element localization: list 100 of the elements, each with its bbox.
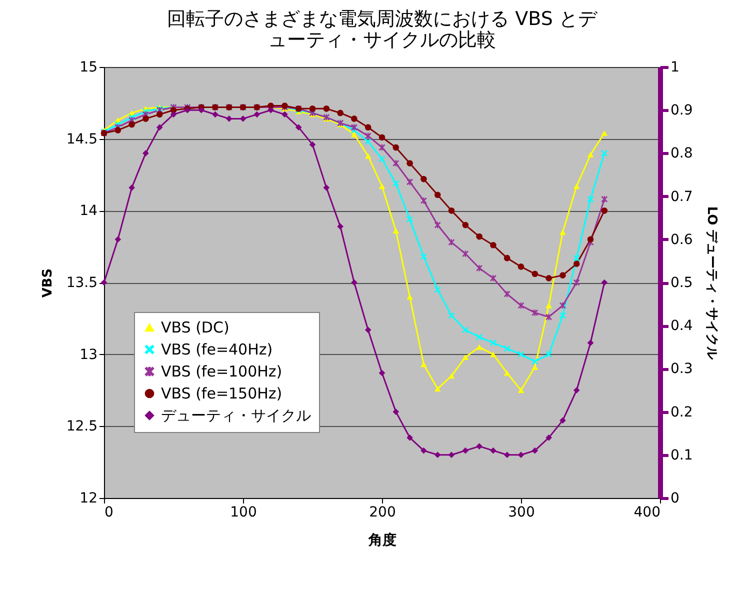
point	[476, 264, 482, 272]
point	[490, 447, 496, 454]
point	[156, 124, 163, 130]
point	[532, 364, 538, 370]
point	[601, 196, 608, 202]
point	[504, 452, 510, 458]
x-tick-label: 200	[369, 504, 396, 520]
point	[462, 250, 469, 257]
point	[587, 236, 594, 243]
point	[392, 160, 400, 166]
x-tick-label: 100	[230, 504, 257, 520]
point	[587, 340, 594, 346]
y2-axis-title: LO デューティ・サイクル	[704, 206, 719, 361]
point	[406, 434, 413, 441]
point	[476, 344, 482, 350]
point	[476, 443, 482, 450]
y2-tick-label: 0.3	[670, 361, 693, 378]
point	[518, 452, 524, 458]
point	[392, 180, 400, 187]
y-tick-label: 13	[80, 346, 98, 363]
point	[337, 110, 344, 116]
point	[587, 196, 594, 202]
point	[364, 153, 372, 159]
point	[601, 130, 608, 136]
point	[392, 144, 400, 151]
point	[128, 184, 135, 191]
point	[240, 116, 246, 122]
legend-label: デューティ・サイクル	[161, 406, 311, 424]
point	[560, 272, 566, 278]
y-tick-label: 13.5	[66, 275, 98, 291]
point	[295, 124, 302, 130]
point	[142, 150, 149, 156]
point	[546, 275, 552, 282]
point	[406, 294, 413, 300]
point	[254, 111, 260, 118]
point	[351, 124, 358, 130]
point	[378, 370, 386, 376]
point	[378, 156, 386, 162]
point	[573, 254, 580, 262]
point	[170, 111, 177, 118]
point	[490, 340, 496, 346]
point	[337, 223, 344, 230]
point	[406, 216, 413, 222]
point	[601, 208, 608, 214]
point	[434, 192, 441, 198]
point	[309, 141, 316, 148]
point	[142, 116, 149, 122]
point	[378, 134, 386, 141]
point	[226, 116, 232, 122]
point	[560, 302, 566, 309]
y-axis-title: VBS	[40, 268, 56, 298]
point	[114, 236, 122, 243]
point	[434, 452, 441, 458]
point	[323, 184, 330, 191]
legend-label: VBS (DC)	[161, 318, 230, 336]
x-tick-label: 300	[508, 504, 535, 520]
point	[128, 121, 135, 128]
point	[504, 345, 510, 352]
legend-label: VBS (fe=40Hz)	[161, 340, 273, 358]
point	[420, 197, 427, 204]
point	[560, 312, 566, 319]
point	[364, 326, 372, 334]
y2-tick-label: 0.9	[670, 102, 693, 119]
point	[434, 286, 441, 293]
point	[546, 434, 552, 441]
point	[573, 184, 580, 189]
y2-tick-label: 0.6	[670, 232, 693, 248]
x-tick-label: 400	[634, 504, 660, 520]
point	[573, 387, 580, 394]
y-tick-label: 15	[80, 60, 98, 76]
point	[406, 160, 413, 166]
point	[351, 279, 358, 286]
point	[504, 370, 510, 376]
point	[476, 233, 482, 240]
point	[364, 124, 372, 130]
point	[532, 270, 538, 278]
y-tick-label: 12	[80, 490, 98, 506]
x-tick-label: 0	[104, 504, 114, 520]
point	[156, 111, 163, 118]
point	[546, 351, 552, 358]
point	[518, 264, 524, 270]
y-tick-label: 14.5	[66, 131, 98, 148]
point	[532, 447, 538, 454]
point	[420, 253, 427, 260]
point	[392, 228, 400, 234]
y2-tick-label: 0.8	[670, 146, 693, 162]
point	[364, 138, 372, 145]
point	[476, 334, 482, 340]
point	[462, 354, 469, 360]
y-tick-label: 12.5	[66, 418, 98, 435]
point	[114, 127, 122, 134]
point	[546, 314, 552, 320]
point	[351, 116, 358, 122]
point	[518, 388, 524, 393]
y2-tick-label: 0.4	[670, 318, 693, 334]
point	[420, 176, 427, 182]
point	[601, 279, 608, 286]
point	[309, 106, 316, 112]
y2-tick-label: 1	[670, 60, 680, 76]
point	[448, 239, 455, 246]
